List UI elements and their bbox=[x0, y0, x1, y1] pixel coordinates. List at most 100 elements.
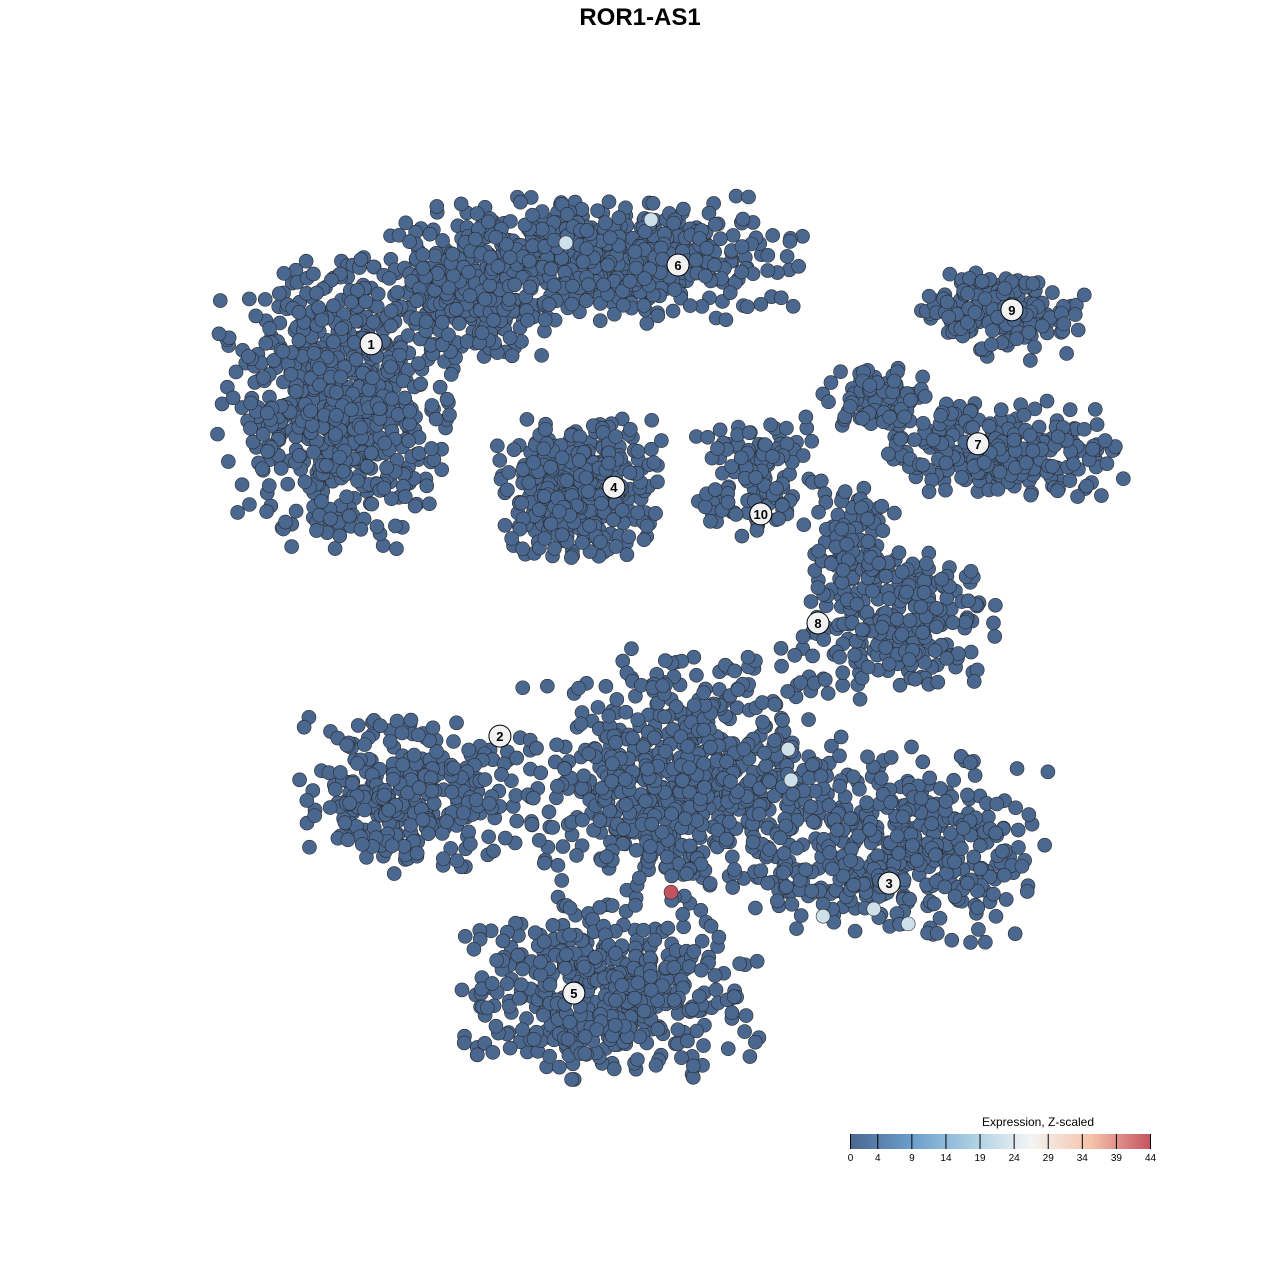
cell-point bbox=[486, 312, 501, 328]
cell-point bbox=[832, 778, 848, 794]
cell-point bbox=[689, 667, 704, 683]
cell-point bbox=[280, 476, 296, 492]
cell-point bbox=[449, 715, 464, 731]
cell-point bbox=[862, 378, 878, 393]
cell-point bbox=[230, 505, 245, 520]
cell-point bbox=[985, 323, 1000, 338]
cell-point bbox=[443, 367, 459, 382]
cell-point bbox=[394, 725, 410, 741]
cell-point bbox=[696, 685, 711, 700]
cell-point bbox=[574, 781, 590, 796]
cell-point bbox=[271, 286, 287, 301]
cell-point bbox=[601, 708, 617, 724]
cell-point bbox=[314, 494, 329, 509]
cell-point bbox=[225, 390, 241, 406]
cell-point bbox=[723, 774, 738, 789]
cell-point bbox=[409, 293, 425, 308]
cell-point bbox=[724, 1005, 740, 1021]
cell-point bbox=[579, 223, 595, 238]
cell-point bbox=[411, 727, 426, 743]
cell-point bbox=[621, 529, 637, 544]
cell-point bbox=[1079, 478, 1094, 494]
cell-point bbox=[905, 838, 920, 853]
cell-point bbox=[445, 246, 460, 262]
cell-point bbox=[882, 409, 897, 425]
cell-point bbox=[509, 813, 525, 829]
cell-point bbox=[461, 742, 477, 758]
cell-point bbox=[674, 1050, 689, 1066]
cell-point bbox=[878, 640, 893, 655]
cell-point bbox=[1045, 459, 1060, 474]
cell-point bbox=[738, 1008, 754, 1023]
cell-point bbox=[296, 719, 312, 735]
cell-point bbox=[299, 793, 315, 808]
cell-point bbox=[546, 278, 562, 293]
cell-point bbox=[843, 811, 858, 826]
cell-point bbox=[534, 221, 550, 237]
cell-point bbox=[468, 231, 483, 247]
cell-point bbox=[813, 473, 829, 489]
cell-point bbox=[650, 308, 666, 324]
cell-point bbox=[987, 629, 1003, 644]
cell-point bbox=[855, 411, 870, 426]
cell-point bbox=[630, 975, 646, 991]
cell-point bbox=[639, 518, 655, 534]
cell-point bbox=[425, 720, 441, 736]
cell-point bbox=[257, 292, 273, 307]
cell-point bbox=[327, 541, 343, 556]
cell-point bbox=[538, 421, 553, 437]
cell-point bbox=[811, 504, 826, 520]
cell-point bbox=[901, 652, 917, 668]
cell-point bbox=[798, 409, 814, 425]
cell-point bbox=[319, 349, 335, 365]
cell-point bbox=[1050, 429, 1066, 445]
cell-point bbox=[830, 822, 845, 838]
cell-point bbox=[298, 253, 314, 269]
cell-point bbox=[370, 286, 386, 302]
cell-point bbox=[648, 506, 663, 521]
cell-point bbox=[881, 591, 897, 606]
cell-point bbox=[261, 478, 277, 493]
cell-point bbox=[938, 794, 954, 809]
cell-point bbox=[288, 384, 304, 399]
cell-point bbox=[596, 277, 611, 293]
cell-point bbox=[623, 422, 638, 437]
cell-point bbox=[860, 659, 876, 675]
cell-point bbox=[446, 268, 461, 283]
cell-point bbox=[680, 1033, 695, 1049]
cell-point bbox=[801, 712, 816, 727]
cell-point bbox=[699, 240, 715, 256]
cell-point bbox=[696, 722, 711, 738]
cell-point bbox=[966, 674, 982, 689]
cell-point bbox=[958, 614, 973, 630]
cell-point bbox=[779, 420, 794, 436]
cell-point bbox=[1023, 353, 1038, 368]
cell-point bbox=[760, 263, 776, 278]
cell-point bbox=[945, 615, 961, 630]
cell-point bbox=[860, 534, 876, 549]
cell-point bbox=[326, 298, 341, 314]
cell-point bbox=[924, 816, 939, 831]
cell-point bbox=[757, 745, 772, 761]
cell-point bbox=[424, 783, 440, 799]
cell-point bbox=[489, 953, 504, 968]
cell-point bbox=[832, 649, 848, 665]
cell-point bbox=[929, 619, 944, 635]
cell-point bbox=[369, 519, 385, 534]
cell-point bbox=[676, 919, 691, 935]
cell-point bbox=[755, 714, 770, 730]
cell-point bbox=[939, 294, 955, 310]
cell-point bbox=[849, 596, 865, 612]
cell-point bbox=[624, 641, 639, 656]
cell-point bbox=[833, 364, 848, 380]
cell-point bbox=[767, 697, 783, 712]
cell-point bbox=[1016, 407, 1032, 423]
cell-point bbox=[961, 593, 976, 609]
cell-point bbox=[574, 202, 590, 217]
cell-point bbox=[976, 455, 992, 470]
cell-point bbox=[618, 704, 634, 720]
cell-point bbox=[903, 392, 918, 408]
cell-point bbox=[1018, 455, 1034, 471]
cell-point bbox=[862, 822, 878, 837]
cell-point bbox=[413, 376, 429, 392]
